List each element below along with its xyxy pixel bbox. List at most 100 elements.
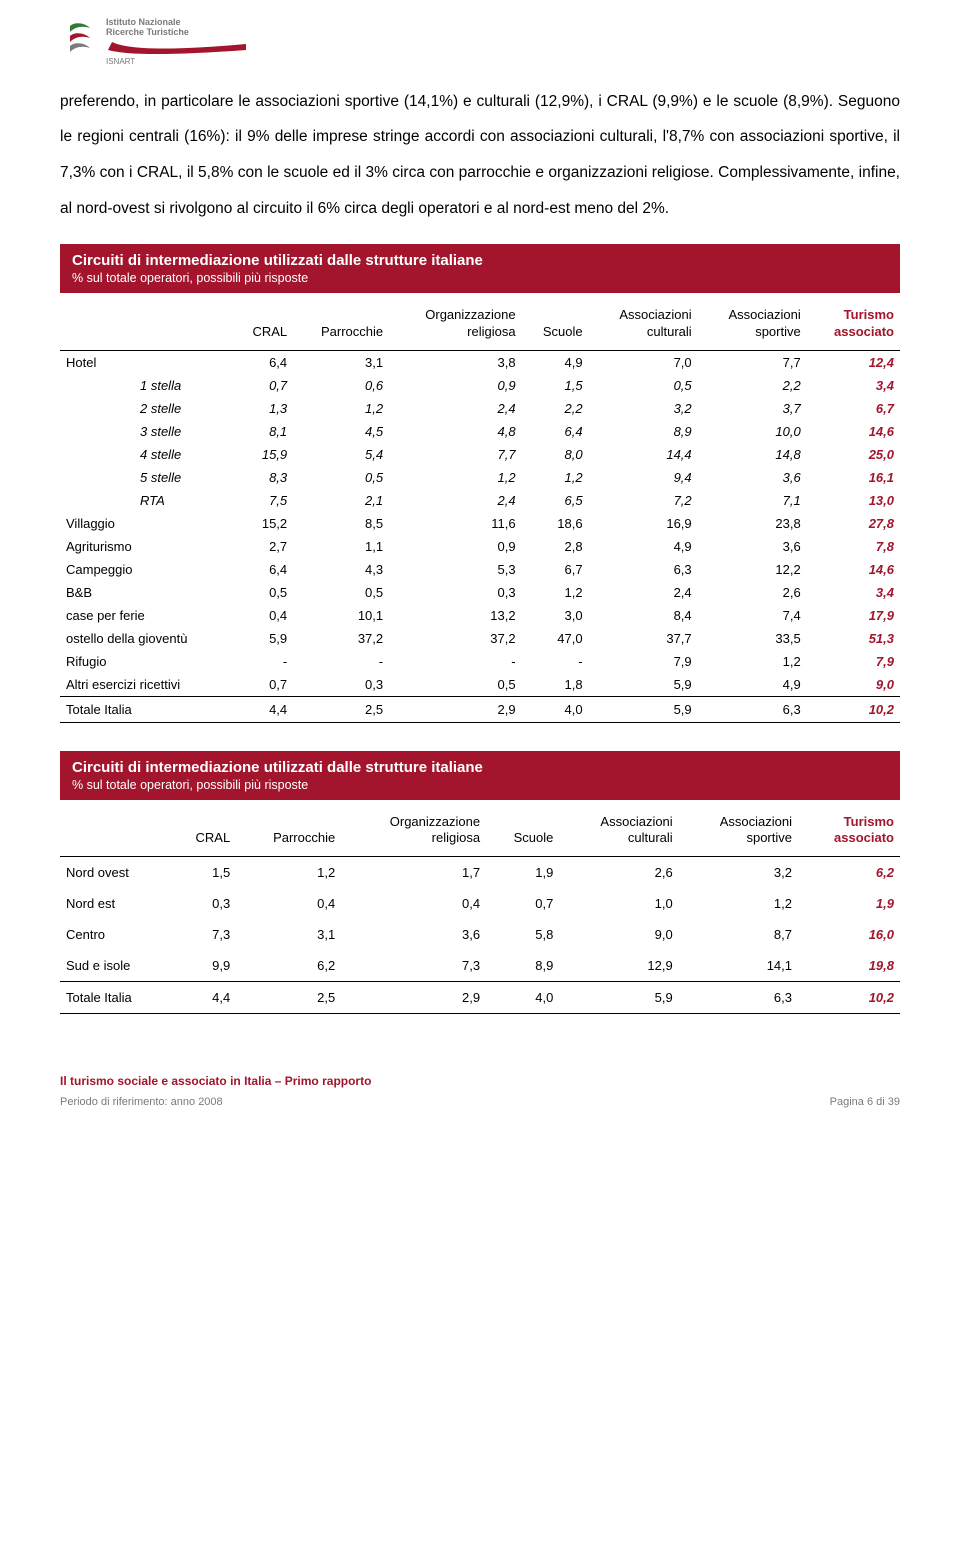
cell: 10,2 [807,696,900,722]
cell: 6,2 [236,950,341,982]
table2: CRALParrocchieOrganizzazionereligiosaScu… [60,800,900,1015]
cell: 0,7 [233,673,293,697]
column-header: Parrocchie [236,800,341,857]
cell: 3,2 [679,857,798,889]
table-row: 3 stelle8,14,54,86,48,910,014,6 [60,420,900,443]
table-row: Nord est0,30,40,40,71,01,21,9 [60,888,900,919]
table1-subtitle: % sul totale operatori, possibili più ri… [72,271,888,285]
table-row: Agriturismo2,71,10,92,84,93,67,8 [60,535,900,558]
row-label: Nord est [60,888,170,919]
cell: - [233,650,293,673]
cell: 3,6 [341,919,486,950]
cell: 10,0 [698,420,807,443]
cell: 8,1 [233,420,293,443]
cell: 0,5 [389,673,521,697]
cell: 1,3 [233,397,293,420]
table1-title: Circuiti di intermediazione utilizzati d… [72,252,888,269]
row-label: 2 stelle [60,397,233,420]
cell: 19,8 [798,950,900,982]
cell: - [522,650,589,673]
cell: 1,2 [522,466,589,489]
cell: 5,9 [589,696,698,722]
cell: 5,9 [559,982,678,1014]
cell: 7,4 [698,604,807,627]
cell: 0,3 [170,888,236,919]
row-label: case per ferie [60,604,233,627]
cell: 8,4 [589,604,698,627]
cell: 10,2 [798,982,900,1014]
table2-title: Circuiti di intermediazione utilizzati d… [72,759,888,776]
cell: 9,9 [170,950,236,982]
column-header: Organizzazionereligiosa [389,293,521,350]
cell: - [293,650,389,673]
column-header: Scuole [486,800,559,857]
row-label: Campeggio [60,558,233,581]
column-header: Associazionisportive [698,293,807,350]
row-label: Altri esercizi ricettivi [60,673,233,697]
cell: 5,9 [233,627,293,650]
cell: 6,3 [589,558,698,581]
table-row: Rifugio----7,91,27,9 [60,650,900,673]
cell: 17,9 [807,604,900,627]
cell: 7,7 [389,443,521,466]
cell: 16,9 [589,512,698,535]
cell: 3,4 [807,374,900,397]
cell: 7,1 [698,489,807,512]
logo-sub: ISNART [106,57,256,66]
cell: 3,2 [589,397,698,420]
row-label: B&B [60,581,233,604]
cell: - [389,650,521,673]
cell: 6,4 [233,350,293,374]
cell: 37,2 [389,627,521,650]
cell: 25,0 [807,443,900,466]
cell: 2,9 [389,696,521,722]
footer-report-title: Il turismo sociale e associato in Italia… [60,1074,900,1088]
column-header: Organizzazionereligiosa [341,800,486,857]
cell: 6,3 [698,696,807,722]
cell: 6,4 [522,420,589,443]
cell: 4,4 [233,696,293,722]
cell: 13,2 [389,604,521,627]
cell: 4,9 [589,535,698,558]
cell: 2,7 [233,535,293,558]
cell: 1,5 [522,374,589,397]
cell: 4,4 [170,982,236,1014]
cell: 7,2 [589,489,698,512]
cell: 33,5 [698,627,807,650]
cell: 1,9 [798,888,900,919]
cell: 14,4 [589,443,698,466]
cell: 2,8 [522,535,589,558]
cell: 5,3 [389,558,521,581]
cell: 2,5 [293,696,389,722]
cell: 2,1 [293,489,389,512]
column-header: Associazionisportive [679,800,798,857]
table-row: Totale Italia4,42,52,94,05,96,310,2 [60,982,900,1014]
table-row: Campeggio6,44,35,36,76,312,214,6 [60,558,900,581]
cell: 0,4 [233,604,293,627]
table-row: 4 stelle15,95,47,78,014,414,825,0 [60,443,900,466]
cell: 2,9 [341,982,486,1014]
cell: 1,7 [341,857,486,889]
column-header: Associazioniculturali [559,800,678,857]
cell: 11,6 [389,512,521,535]
row-label: Centro [60,919,170,950]
cell: 47,0 [522,627,589,650]
cell: 23,8 [698,512,807,535]
cell: 0,7 [233,374,293,397]
cell: 6,5 [522,489,589,512]
column-header: Parrocchie [293,293,389,350]
cell: 3,0 [522,604,589,627]
row-label: RTA [60,489,233,512]
cell: 6,7 [807,397,900,420]
cell: 37,7 [589,627,698,650]
cell: 15,2 [233,512,293,535]
cell: 4,8 [389,420,521,443]
table-row: Centro7,33,13,65,89,08,716,0 [60,919,900,950]
cell: 12,9 [559,950,678,982]
table-row: B&B0,50,50,31,22,42,63,4 [60,581,900,604]
cell: 7,5 [233,489,293,512]
cell: 3,4 [807,581,900,604]
cell: 14,1 [679,950,798,982]
cell: 7,7 [698,350,807,374]
cell: 4,9 [522,350,589,374]
